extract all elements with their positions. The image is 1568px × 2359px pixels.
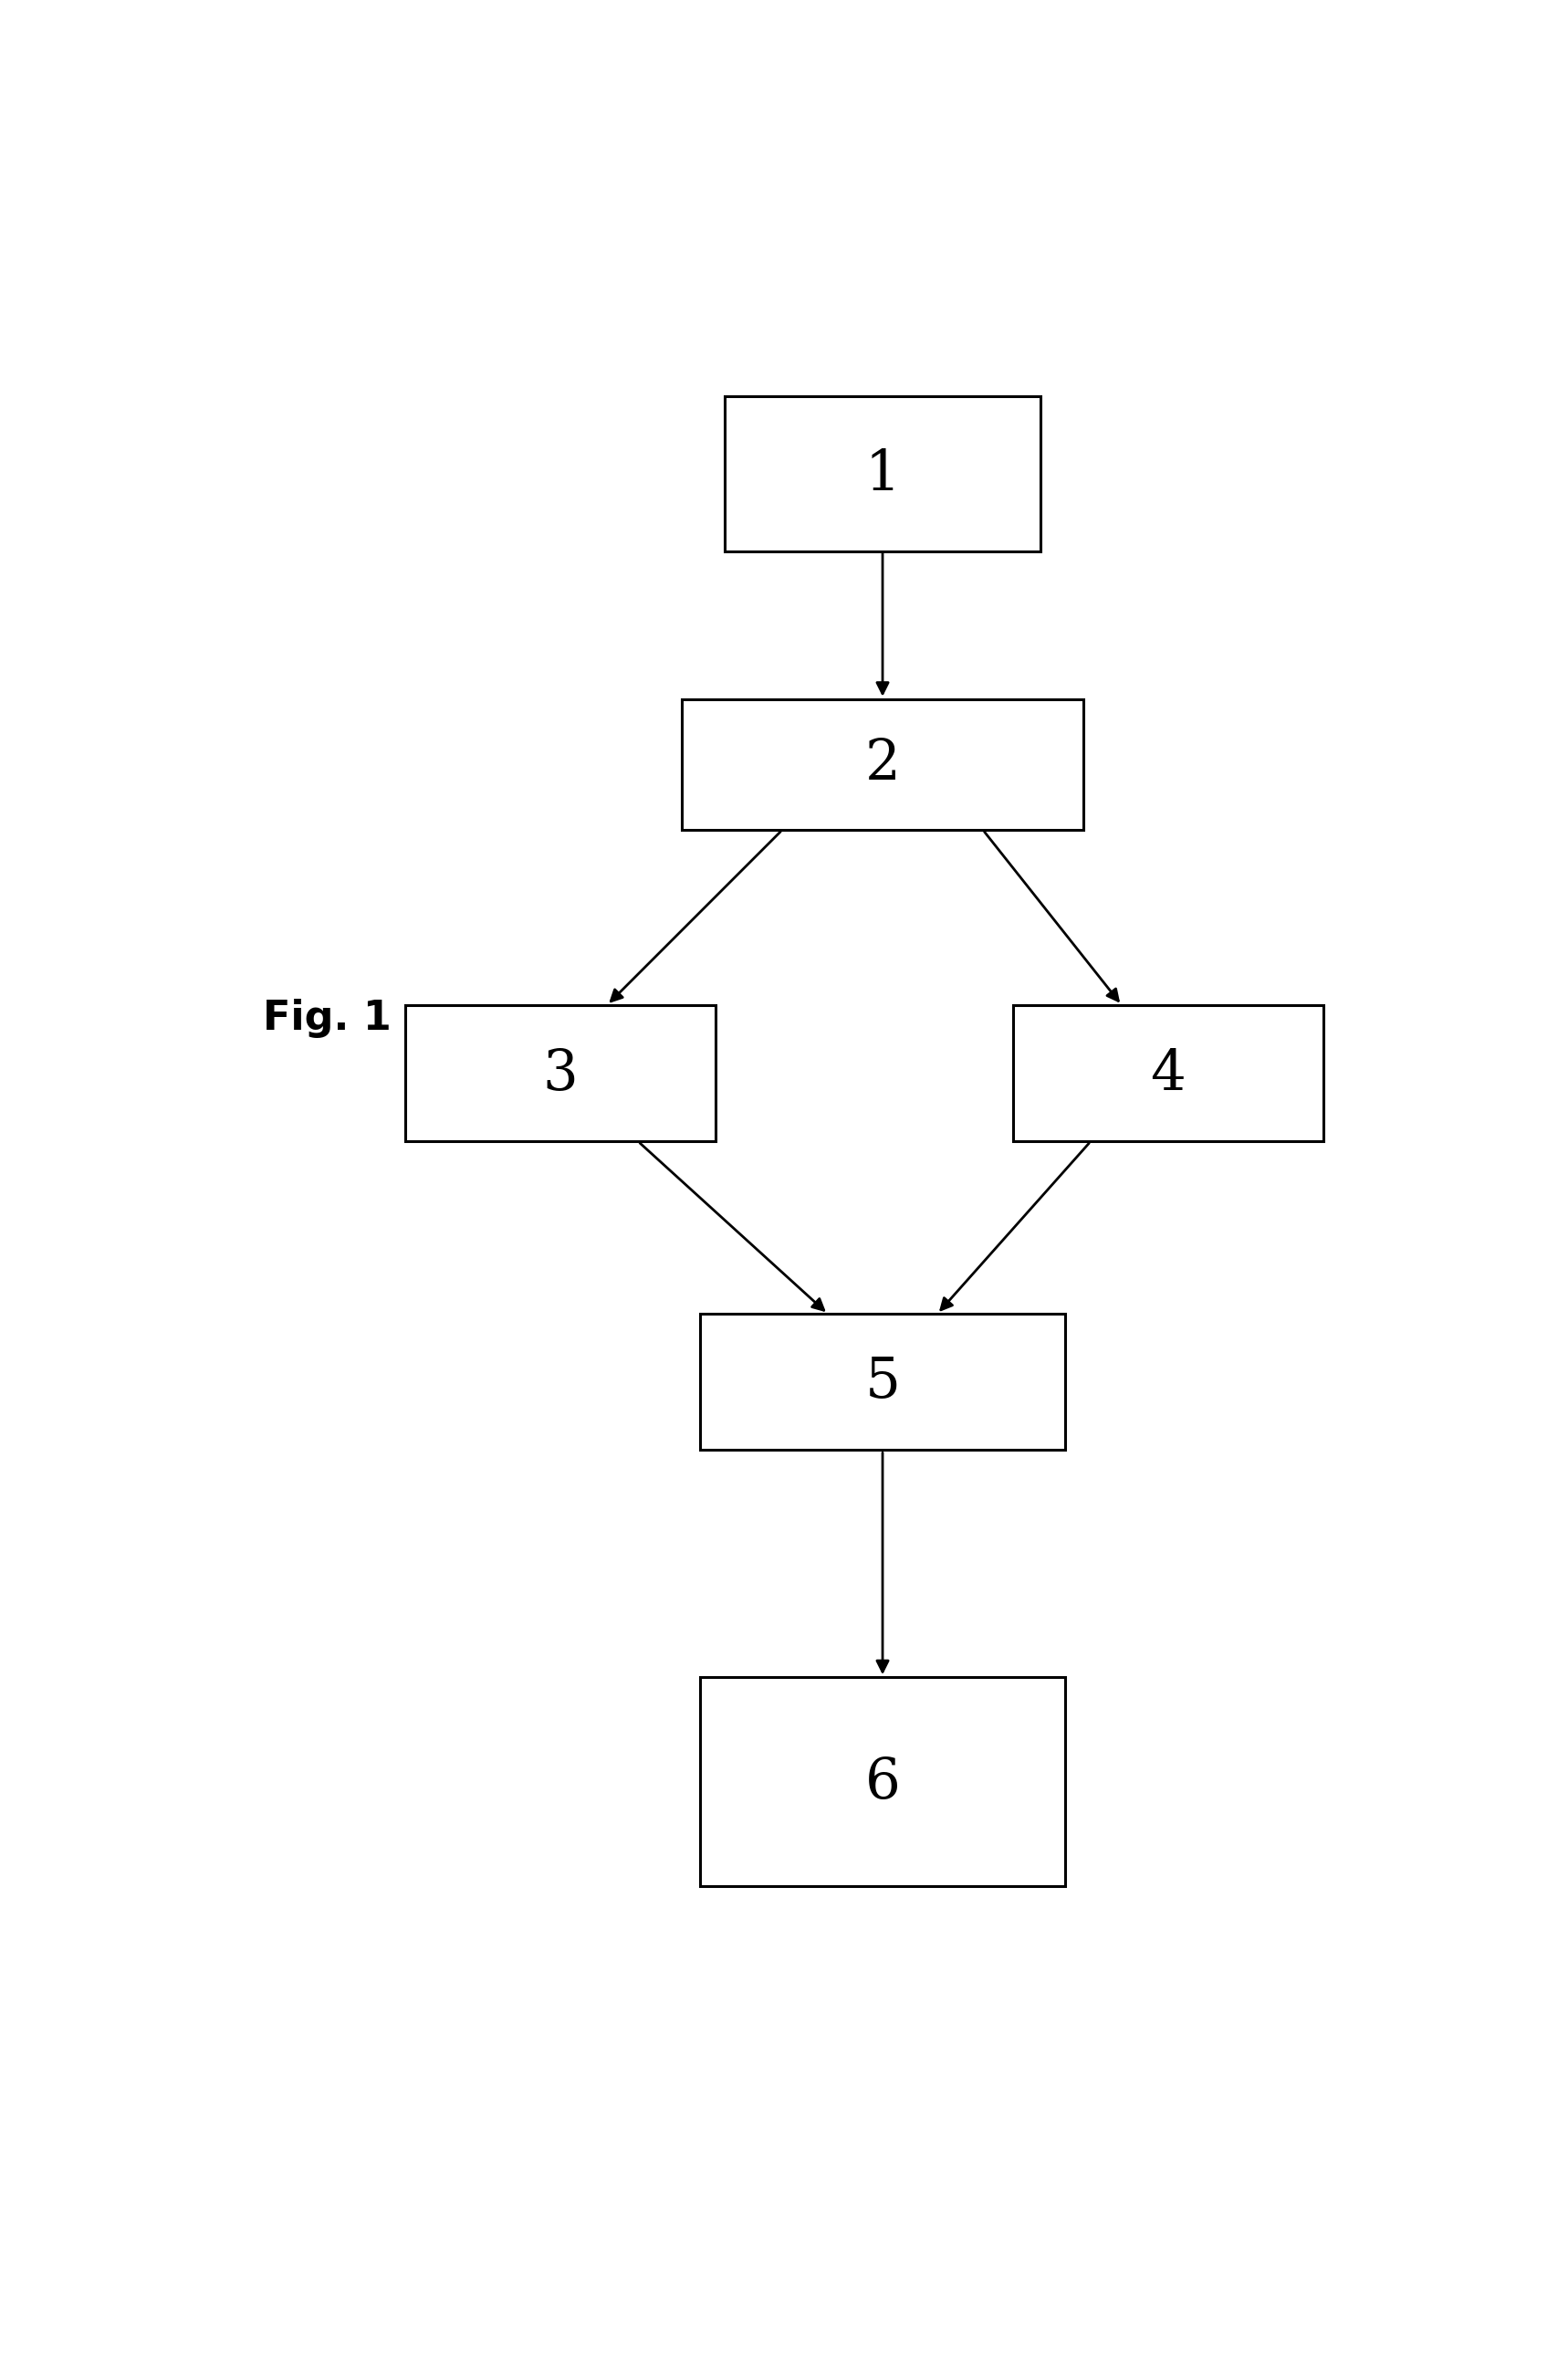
Bar	[406, 1005, 715, 1142]
Text: 4: 4	[1151, 1045, 1185, 1102]
Bar	[1013, 1005, 1323, 1142]
Text: 5: 5	[866, 1354, 900, 1408]
Bar	[682, 698, 1083, 830]
Bar	[724, 396, 1041, 552]
Text: Fig. 1: Fig. 1	[263, 1000, 392, 1038]
Text: 2: 2	[866, 736, 900, 793]
Text: 1: 1	[866, 446, 900, 500]
Text: 3: 3	[543, 1045, 579, 1102]
Text: 6: 6	[866, 1755, 900, 1809]
Bar	[701, 1314, 1065, 1451]
Bar	[701, 1677, 1065, 1887]
